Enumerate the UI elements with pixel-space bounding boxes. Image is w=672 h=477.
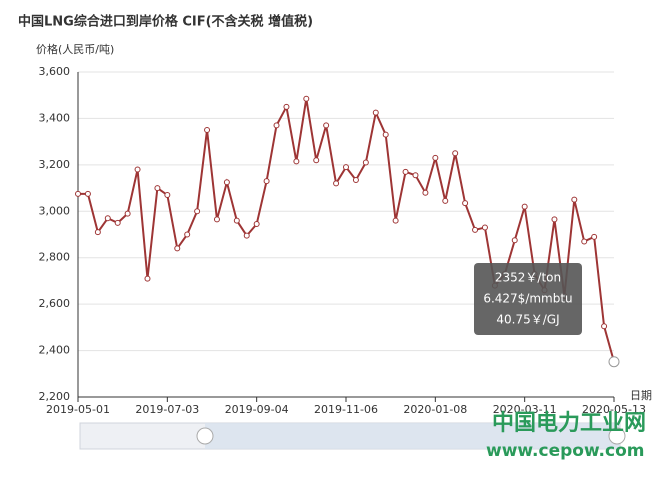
data-zoom[interactable] (79, 422, 626, 450)
point (84, 190, 91, 197)
x-tick-label: 2019-11-06 (314, 403, 378, 416)
point (174, 245, 181, 252)
point (204, 127, 211, 134)
point (184, 231, 191, 238)
point (134, 166, 141, 173)
point (601, 323, 608, 330)
point (263, 178, 270, 185)
point (472, 226, 479, 233)
point (144, 275, 151, 282)
point (481, 224, 488, 231)
point (194, 208, 201, 215)
point (213, 216, 220, 223)
y-tick-label: 3,400 (39, 111, 71, 124)
y-tick-label: 2,200 (39, 390, 71, 403)
zoom-window (205, 423, 620, 449)
x-tick-label: 2019-07-03 (135, 403, 199, 416)
y-tick-label: 2,400 (39, 344, 71, 357)
point (608, 356, 620, 368)
point (283, 103, 290, 110)
y-axis-label: 价格(人民币/吨) (36, 42, 114, 56)
x-tick-label: 2019-09-04 (225, 403, 289, 416)
point (313, 157, 320, 164)
point (382, 131, 389, 138)
point (104, 215, 111, 222)
point (303, 95, 310, 102)
point (362, 159, 369, 166)
tooltip-line: 6.427$/mmbtu (483, 292, 572, 306)
point (253, 221, 260, 228)
point (521, 203, 528, 210)
point (511, 237, 518, 244)
point (233, 217, 240, 224)
point (124, 210, 131, 217)
point (551, 216, 558, 223)
point (352, 176, 359, 183)
x-axis-label: 日期 (630, 389, 652, 402)
zoom-handle[interactable] (196, 427, 214, 445)
tooltip-box (474, 263, 582, 335)
y-tick-label: 2,600 (39, 297, 71, 310)
point (243, 232, 250, 239)
watermark: www.cepow.com (486, 441, 645, 461)
watermark: 中国电力工业网 (492, 411, 646, 436)
point (591, 233, 598, 240)
point (412, 172, 419, 179)
tooltip-line: 40.75￥/GJ (496, 313, 559, 327)
point (154, 185, 161, 192)
point (422, 189, 429, 196)
point (293, 158, 300, 165)
point (452, 150, 459, 157)
point (75, 190, 81, 197)
point (114, 219, 121, 226)
x-tick-label: 2020-01-08 (403, 403, 467, 416)
point (442, 197, 449, 204)
chart-title: 中国LNG综合进口到岸价格 CIF(不含关税 增值税) (18, 14, 313, 30)
point (333, 180, 340, 187)
point (571, 196, 578, 203)
y-tick-label: 3,000 (39, 204, 71, 217)
y-tick-label: 2,800 (39, 251, 71, 264)
point (164, 192, 171, 199)
point (462, 200, 469, 207)
x-tick-label: 2020-03-11 (493, 403, 557, 416)
point (392, 217, 399, 224)
point (343, 164, 349, 171)
point (372, 109, 379, 116)
point (94, 229, 101, 236)
y-tick-label: 3,600 (39, 65, 71, 78)
tooltip: 2352￥/ton 6.427$/mmbtu 40.75￥/GJ (474, 263, 582, 335)
y-tick-label: 3,200 (39, 158, 71, 171)
zoom-handle[interactable] (608, 427, 626, 445)
point (432, 154, 439, 161)
point (273, 122, 280, 129)
x-tick-label: 2019-05-01 (46, 403, 110, 416)
point (581, 238, 588, 245)
point (402, 168, 409, 175)
point (323, 122, 330, 129)
tooltip-line: 2352￥/ton (495, 271, 561, 285)
point (223, 179, 230, 186)
x-tick-label: 2020-05-13 (582, 403, 646, 416)
